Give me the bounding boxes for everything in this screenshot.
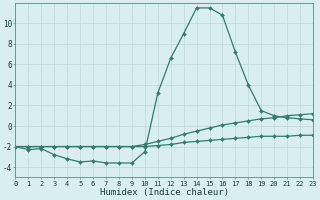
X-axis label: Humidex (Indice chaleur): Humidex (Indice chaleur) (100, 188, 229, 197)
